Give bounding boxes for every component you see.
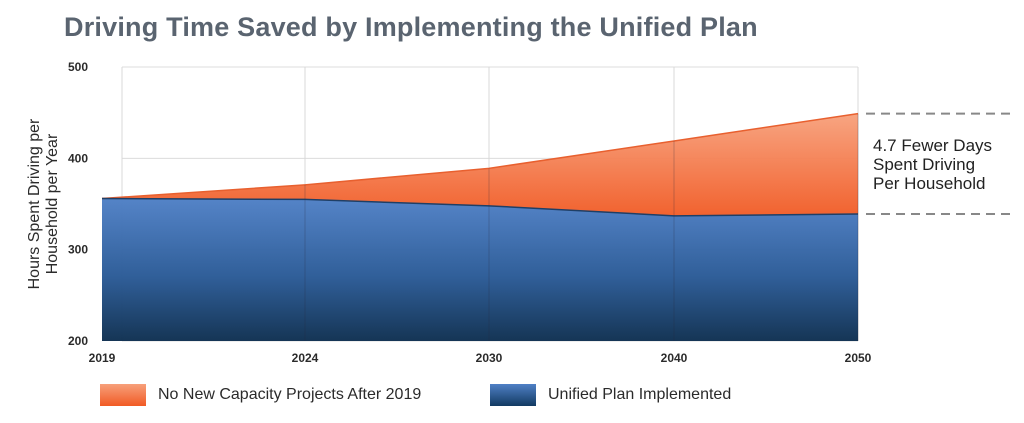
line-no-new-capacity — [101, 112, 859, 200]
chart-title: Driving Time Saved by Implementing the U… — [64, 12, 758, 42]
x-tick-label: 2030 — [476, 351, 503, 365]
legend-item-no-new-capacity: No New Capacity Projects After 2019 — [100, 381, 421, 409]
legend-swatch-orange — [100, 384, 146, 406]
x-tick-label: 2019 — [89, 351, 116, 365]
area-unified-plan — [102, 198, 858, 341]
legend-label-unified-plan: Unified Plan Implemented — [548, 386, 732, 403]
legend-swatch-blue — [490, 384, 536, 406]
annotation-text: 4.7 Fewer Days — [873, 136, 992, 155]
line-unified-plan — [101, 197, 859, 217]
area-no-new-capacity — [102, 113, 858, 216]
annotation-text: Per Household — [873, 174, 985, 193]
y-tick-label: 500 — [68, 60, 88, 74]
annotation-text: Spent Driving — [873, 155, 975, 174]
legend-label-no-new-capacity: No New Capacity Projects After 2019 — [158, 386, 422, 403]
legend-item-unified-plan: Unified Plan Implemented — [490, 381, 731, 409]
y-tick-label: 300 — [68, 243, 88, 257]
y-axis-title: Hours Spent Driving perHousehold per Yea… — [26, 118, 61, 289]
x-tick-label: 2024 — [292, 351, 319, 365]
x-tick-label: 2050 — [845, 351, 872, 365]
y-tick-label: 200 — [68, 334, 88, 348]
y-tick-label: 400 — [68, 151, 88, 165]
x-tick-label: 2040 — [661, 351, 688, 365]
